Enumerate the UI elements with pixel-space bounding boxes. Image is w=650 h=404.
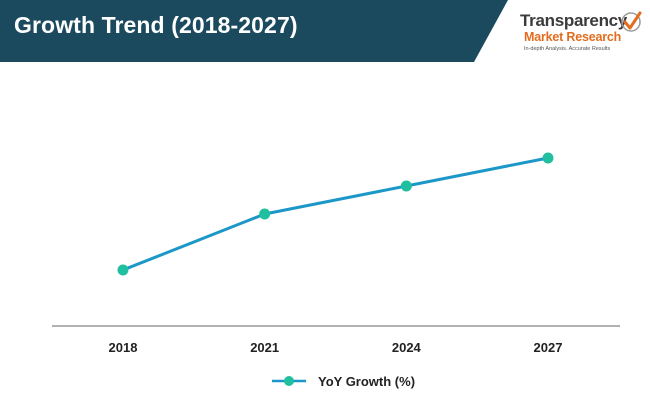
legend-label: YoY Growth (%) bbox=[318, 373, 416, 389]
data-point bbox=[400, 180, 412, 192]
checkmark-icon bbox=[621, 11, 642, 32]
header-band bbox=[0, 0, 650, 62]
legend: YoY Growth (%) bbox=[272, 372, 415, 390]
x-tick-label: 2021 bbox=[250, 340, 279, 355]
header-band-shape bbox=[0, 0, 508, 62]
legend-marker bbox=[272, 376, 306, 386]
logo-line2: Market Research bbox=[524, 30, 622, 44]
data-points bbox=[117, 152, 554, 276]
chart-title: Growth Trend (2018-2027) bbox=[14, 12, 298, 38]
data-point bbox=[542, 152, 554, 164]
data-point bbox=[259, 208, 271, 220]
logo-line1: Transparency bbox=[520, 11, 627, 30]
x-tick-label: 2024 bbox=[392, 340, 422, 355]
line-chart: 2018 2021 2024 2027 bbox=[52, 152, 620, 355]
x-tick-label: 2027 bbox=[534, 340, 563, 355]
x-tick-labels: 2018 2021 2024 2027 bbox=[109, 340, 563, 355]
logo: Transparency Market Research In-depth An… bbox=[520, 8, 642, 58]
data-point bbox=[117, 264, 129, 276]
series-line-yoy-growth bbox=[122, 156, 549, 272]
x-tick-label: 2018 bbox=[109, 340, 138, 355]
logo-tagline: In-depth Analysis. Accurate Results bbox=[524, 46, 611, 52]
